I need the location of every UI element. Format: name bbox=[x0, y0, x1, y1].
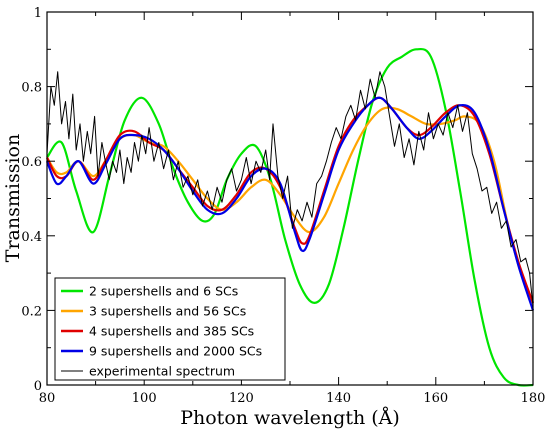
legend-label: 2 supershells and 6 SCs bbox=[89, 284, 238, 299]
y-tick-label: 1 bbox=[34, 6, 42, 21]
legend-items: 2 supershells and 6 SCs 3 supershells and… bbox=[61, 284, 262, 379]
plot-frame bbox=[46, 11, 534, 386]
legend-box bbox=[54, 277, 286, 381]
legend-label: experimental spectrum bbox=[89, 364, 235, 379]
y-tick-label: 0.8 bbox=[21, 81, 42, 96]
legend-label: 9 supershells and 2000 SCs bbox=[89, 344, 262, 359]
series-layer bbox=[45, 47, 535, 387]
y-axis-label: Transmission bbox=[2, 134, 24, 262]
legend-label: 3 supershells and 56 SCs bbox=[89, 304, 246, 319]
x-tick-label: 140 bbox=[326, 391, 351, 406]
y-tick-label: 0.4 bbox=[21, 230, 42, 245]
x-tick-label: 160 bbox=[423, 391, 448, 406]
x-axis-label: Photon wavelength (Å) bbox=[180, 407, 400, 429]
legend-label: 4 supershells and 385 SCs bbox=[89, 324, 254, 339]
series-line-3 bbox=[46, 96, 535, 304]
y-tick-label: 0 bbox=[34, 379, 42, 394]
legend: 2 supershells and 6 SCs 3 supershells and… bbox=[54, 277, 286, 381]
series-line-4 bbox=[45, 96, 535, 311]
x-tick-label: 120 bbox=[229, 391, 254, 406]
tick-layer: 80 100 120 140 160 180 0 0.2 0.4 0.6 0.8 1 bbox=[21, 6, 545, 406]
x-tick-label: 80 bbox=[39, 391, 56, 406]
y-tick-label: 0.6 bbox=[21, 155, 42, 170]
series-line-5 bbox=[46, 71, 534, 307]
x-tick-label: 180 bbox=[521, 391, 546, 406]
y-tick-label: 0.2 bbox=[21, 304, 42, 319]
x-tick-label: 100 bbox=[132, 391, 157, 406]
series-line-1 bbox=[46, 47, 534, 387]
